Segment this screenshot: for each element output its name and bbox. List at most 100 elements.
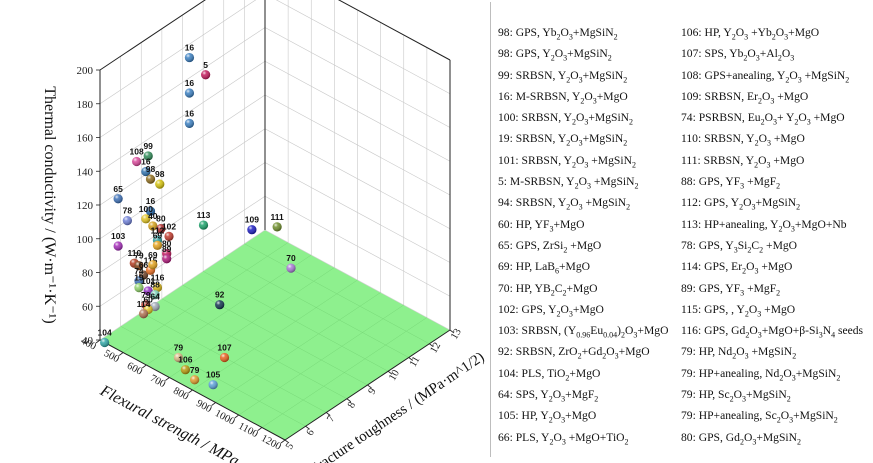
legend-item: 104: PLS, TiO2+MgO xyxy=(498,366,601,383)
legend-item: 113: HP+anealing, Y2O3+MgO+Nb xyxy=(681,217,847,233)
data-point: 98 xyxy=(155,169,165,189)
point-label: 5 xyxy=(203,60,208,70)
legend-item: 78: GPS, Y3Si2C2 +MgO xyxy=(681,238,798,255)
y-tick-label: 7 xyxy=(325,414,337,424)
point-label: 99 xyxy=(143,141,153,151)
point-shine xyxy=(122,216,132,226)
point-label: 108 xyxy=(130,147,144,157)
data-point: 99 xyxy=(143,141,153,161)
x-tick-label: 600 xyxy=(125,361,144,378)
legend-divider xyxy=(490,2,491,457)
point-label: 100 xyxy=(139,204,153,214)
x-tick xyxy=(211,402,216,406)
point-label: 112 xyxy=(151,225,165,235)
point-shine xyxy=(190,375,200,385)
point-shine xyxy=(100,337,110,348)
point-shine xyxy=(148,221,158,231)
x-tick xyxy=(188,389,193,394)
y-tick xyxy=(284,439,290,444)
point-label: 69 xyxy=(153,230,163,240)
point-shine xyxy=(134,261,144,271)
point-shine xyxy=(215,300,225,310)
point-label: 106 xyxy=(178,355,192,365)
data-point: 107 xyxy=(217,343,232,363)
data-point: 66 xyxy=(139,260,149,280)
data-point: 89 xyxy=(162,244,172,264)
point-label: 69 xyxy=(148,250,158,260)
point-label: 70 xyxy=(286,253,296,263)
point-label: 89 xyxy=(162,244,172,254)
data-point: 74 xyxy=(134,266,144,286)
point-shine xyxy=(156,224,166,234)
point-shine xyxy=(150,301,160,312)
legend-item: 110: SRBSN, Y2O3 +MgO xyxy=(681,132,805,148)
point-label: 16 xyxy=(146,196,156,206)
point-label: 79 xyxy=(134,251,144,261)
legend-item: 79: HP+anealing, Nd2O3+MgSiN2 xyxy=(681,366,841,383)
x-tick xyxy=(142,364,147,369)
point-shine xyxy=(180,365,190,375)
y-tick xyxy=(408,357,413,361)
point-shine xyxy=(162,254,172,264)
legend-item: 92: SRBSN, ZrO2+Gd2O3+MgO xyxy=(498,345,650,361)
data-point: 78 xyxy=(122,206,132,226)
legend-item: 16: M-SRBSN, Y2O3+MgO xyxy=(498,89,628,106)
grid-line xyxy=(182,284,368,386)
point-label: 79 xyxy=(174,343,184,353)
data-point: 102 xyxy=(162,221,176,241)
data-point: 16 xyxy=(146,196,156,216)
y-tick xyxy=(326,412,331,416)
grid-line xyxy=(261,317,428,428)
point-shine xyxy=(208,380,218,390)
legend-item: 69: HP, LaB6+MgO xyxy=(498,260,591,276)
point-label: 74 xyxy=(134,266,144,276)
x-tick xyxy=(118,352,124,356)
data-point: 16 xyxy=(141,157,151,177)
point-label: 103 xyxy=(111,231,125,241)
point-label: 107 xyxy=(217,343,231,353)
legend-item: 89: GPS, YF3 +MgF2 xyxy=(681,281,781,297)
data-point: 64 xyxy=(150,292,160,312)
point-label: 115 xyxy=(144,255,158,265)
point-shine xyxy=(134,276,144,286)
grid-line xyxy=(238,304,404,416)
legend: 98: GPS, Yb2O3+MgSiN2 98: GPS, Y2O3+MgSiN… xyxy=(496,22,873,452)
legend-item: 60: HP, YF3+MgO xyxy=(498,217,585,233)
grid-line xyxy=(264,27,451,128)
z-tick-label: 160 xyxy=(77,133,94,145)
x-tick xyxy=(165,377,170,381)
grid-line xyxy=(99,61,266,172)
data-point: 105 xyxy=(206,370,220,390)
y-tick-label: 6 xyxy=(305,428,317,438)
point-label: 101 xyxy=(141,276,155,286)
grid-line xyxy=(203,271,389,372)
point-label: 113 xyxy=(197,210,211,220)
legend-item: 115: GPS, , Y2O3 +MgO xyxy=(681,302,796,319)
point-label: 98 xyxy=(146,164,156,174)
data-point: 80 xyxy=(156,214,166,234)
legend-item: 116: GPS, Gd2O3+MgO+β-Si3N4 seeds xyxy=(681,324,864,340)
data-point: 104 xyxy=(98,328,112,348)
point-shine xyxy=(145,174,156,184)
data-point: 16 xyxy=(185,78,194,98)
point-label: 60 xyxy=(143,295,153,305)
point-label: 79 xyxy=(141,290,151,300)
legend-item: 98: GPS, Yb2O3+MgSiN2 xyxy=(498,26,618,42)
z-tick-label: 200 xyxy=(77,65,94,77)
y-tick xyxy=(387,370,393,375)
point-label: 105 xyxy=(206,370,220,380)
legend-item: 74: PSRBSN, Eu2O3+ Y2O3 +MgO xyxy=(681,111,845,127)
y-tick xyxy=(367,384,372,389)
point-shine xyxy=(286,263,296,273)
x-tick xyxy=(280,439,286,444)
point-shine xyxy=(155,179,165,189)
box-edge xyxy=(337,0,451,61)
data-point: 108 xyxy=(130,147,144,167)
x-tick xyxy=(234,414,239,419)
data-point: 69 xyxy=(148,250,158,270)
legend-item: 79: HP, Sc2O3+MgSiN2 xyxy=(681,388,791,404)
point-shine xyxy=(152,282,163,293)
data-point: 70 xyxy=(286,253,296,273)
legend-item: 70: HP, YB2C2+MgO xyxy=(498,281,598,297)
data-point: 116 xyxy=(151,273,165,293)
